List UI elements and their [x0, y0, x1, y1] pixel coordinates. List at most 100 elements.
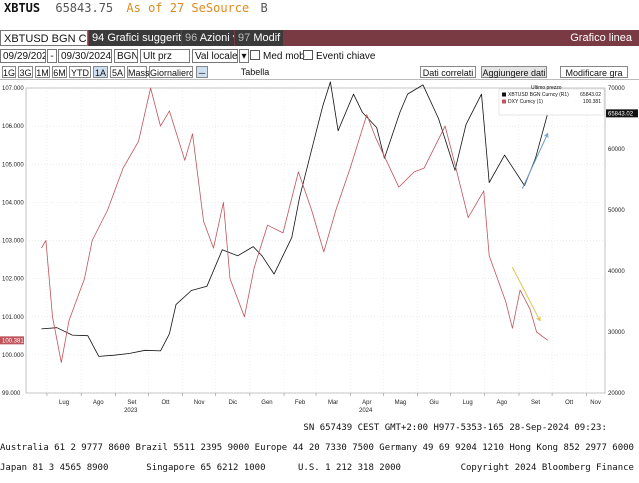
year-label-2023: 2023 — [124, 408, 138, 413]
x-tick-label: Nov — [194, 400, 205, 406]
right-axis: 20000 30000 40000 50000 60000 70000 65843.02 — [606, 86, 638, 397]
x-tick-label: Ott — [162, 400, 170, 406]
as-of-label: As of 27 Se — [126, 1, 206, 15]
legend-series-xbt-last: 65843.02 — [580, 92, 601, 98]
x-tick-label: Set — [531, 400, 540, 406]
x-tick-label: Ago — [497, 400, 508, 406]
left-tick-label: 101.000 — [2, 315, 24, 321]
series-line-dxy — [41, 87, 548, 363]
moving-average-checkbox[interactable]: Med mob — [250, 50, 305, 64]
right-tick-label: 50000 — [608, 208, 625, 214]
x-tick-label: Lug — [463, 400, 473, 406]
trend-arrow-down — [511, 266, 541, 321]
key-events-label: Eventi chiave — [316, 51, 376, 62]
suggested-charts-button[interactable]: 94 Grafici suggeriti — [89, 30, 181, 46]
right-current-value-tag — [606, 109, 638, 118]
range-ytd-tab[interactable]: YTD — [69, 66, 91, 78]
frequency-select[interactable]: Giornaliero — [149, 66, 193, 78]
right-tick-label: 30000 — [608, 330, 625, 336]
source-input[interactable]: BGN — [114, 49, 138, 63]
chart-background — [0, 80, 639, 413]
footer-contacts-line-1: Australia 61 2 9777 8600 Brazil 5511 239… — [0, 443, 634, 453]
checkbox-icon — [303, 50, 313, 60]
x-axis: Lug Ago Set Ott Nov Dic Gen Feb Mar Apr Mag Giu Lug A… — [46, 393, 601, 413]
x-tick-label: Dic — [228, 400, 237, 406]
right-tick-label: 20000 — [608, 391, 625, 397]
security-field[interactable]: XBTUSD BGN Curncy — [0, 30, 88, 46]
range-3g-tab[interactable]: 3G — [18, 66, 33, 78]
left-tick-label: 99.000 — [2, 391, 21, 397]
table-tab[interactable]: Tabella — [240, 67, 270, 77]
range-1g-tab[interactable]: 1G — [2, 66, 16, 78]
ticker-price: 65843.75 — [55, 1, 114, 15]
x-tick-label: Ott — [565, 400, 573, 406]
x-tick-label: Ago — [93, 400, 104, 406]
modify-num: 97 — [238, 32, 251, 44]
ticker-header: XBTUS 65843.75 As of 27 SeSource B — [4, 0, 268, 16]
range-tabs-bar: 1G 3G 1M 6M YTD 1A 5A Mass Giornaliero ─… — [0, 65, 639, 80]
year-label-2024: 2024 — [359, 408, 373, 413]
footer-contacts-line-2: Japan 81 3 4565 8900 Singapore 65 6212 1… — [0, 463, 639, 473]
chart-legend: Ultimo prezzo XBTUSD BGN Curncy (R1) 658… — [498, 85, 605, 116]
date-controls: 09/29/2023 - 09/30/2024 BGN Ult prz Val … — [0, 49, 639, 65]
bloomberg-footer: SN 657439 CEST GMT+2:00 H977-5353-165 28… — [0, 413, 639, 483]
range-1a-tab[interactable]: 1A — [93, 66, 108, 78]
x-tick-label: Apr — [362, 400, 371, 406]
left-tick-label: 100.000 — [2, 353, 24, 359]
x-tick-label: Nov — [590, 400, 601, 406]
left-tick-label: 103.000 — [2, 239, 24, 245]
footer-session-line: SN 657439 CEST GMT+2:00 H977-5353-165 28… — [0, 423, 607, 433]
modify-chart-button[interactable]: Modificare gra — [560, 66, 628, 78]
suggested-num: 94 — [92, 32, 105, 44]
x-tick-label: Lug — [59, 400, 69, 406]
left-tick-label: 105.000 — [2, 162, 24, 168]
field-select[interactable]: Ult prz — [140, 49, 190, 63]
suggested-label: Grafici suggeriti — [107, 32, 181, 44]
date-separator-dash: - — [47, 49, 57, 63]
chevron-down-icon: ▾ — [233, 32, 234, 44]
left-current-value-tag — [0, 336, 24, 345]
end-date-input[interactable]: 09/30/2024 — [58, 49, 112, 63]
arrow-head-icon — [544, 132, 549, 138]
related-data-button[interactable]: Dati correlati — [420, 66, 476, 78]
source-code: B — [260, 1, 268, 15]
left-tick-label: 102.000 — [2, 277, 24, 283]
chart-grid — [25, 87, 606, 394]
left-tick-label: 107.000 — [2, 86, 24, 92]
legend-series-dxy-last: 100.381 — [583, 99, 601, 105]
checkbox-icon — [250, 50, 260, 60]
left-current-value-label: 100.381 — [2, 338, 24, 344]
key-events-checkbox[interactable]: Eventi chiave — [303, 50, 375, 64]
line-style-icon: ─ — [198, 68, 206, 78]
modify-menu-button[interactable]: 97 Modif ▾ — [235, 30, 283, 46]
line-chart: 99.000 100.000 101.000 102.000 103.000 104.00… — [0, 80, 639, 413]
currency-select[interactable]: Val locale — [192, 49, 238, 63]
trend-arrow-up — [521, 133, 549, 189]
legend-swatch-dxy — [502, 99, 506, 104]
x-tick-label: Mag — [395, 400, 407, 406]
legend-series-dxy-name: DXY Curncy (1) — [508, 99, 543, 105]
start-date-input[interactable]: 09/29/2023 — [0, 49, 46, 63]
right-tick-label: 70000 — [608, 86, 625, 92]
range-1m-tab[interactable]: 1M — [35, 66, 50, 78]
legend-series-xbt-name: XBTUSD BGN Curncy (R1) — [508, 92, 569, 98]
range-mass-tab[interactable]: Mass — [127, 66, 150, 78]
currency-dropdown-chevron-icon[interactable]: ▾ — [239, 49, 249, 63]
left-tick-label: 104.000 — [2, 200, 24, 206]
arrow-head-icon — [536, 316, 541, 322]
legend-box — [498, 88, 605, 116]
range-5a-tab[interactable]: 5A — [110, 66, 125, 78]
right-tick-label: 60000 — [608, 147, 625, 153]
chart-style-button[interactable]: ─ — [196, 66, 208, 78]
chart-type-title: Grafico linea — [570, 32, 632, 44]
legend-title: Ultimo prezzo — [531, 85, 562, 91]
range-6m-tab[interactable]: 6M — [52, 66, 67, 78]
source-label: Source — [205, 1, 250, 15]
x-tick-label: Mar — [328, 400, 338, 406]
right-current-value-label: 65843.02 — [608, 111, 634, 117]
function-toolbar: XBTUSD BGN Curncy 94 Grafici suggeriti 9… — [0, 30, 639, 46]
add-data-button[interactable]: Aggiungere dati — [481, 66, 547, 78]
actions-menu-button[interactable]: 96 Azioni ▾ — [182, 30, 234, 46]
x-tick-label: Set — [127, 400, 136, 406]
chart-annotations — [511, 132, 549, 322]
